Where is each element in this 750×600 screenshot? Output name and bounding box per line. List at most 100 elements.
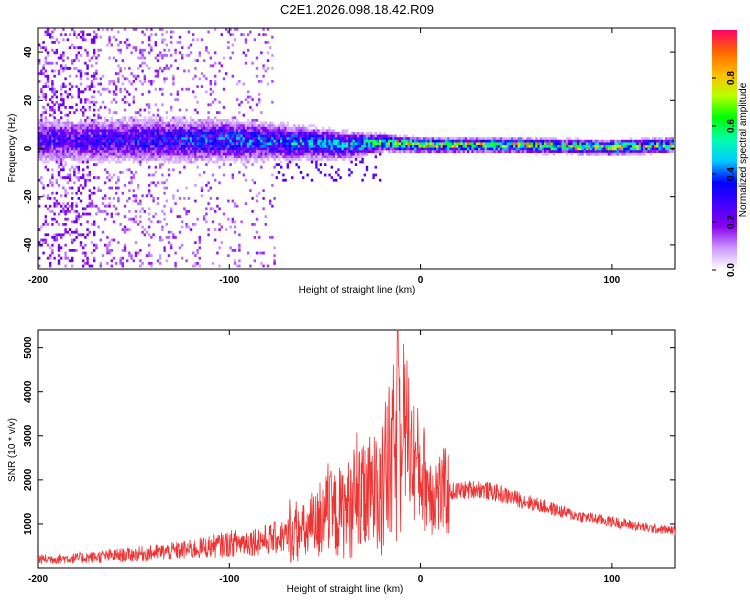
spectrogram-cell (559, 150, 562, 153)
spectrogram-cell (95, 35, 98, 39)
spectrogram-cell (330, 137, 333, 140)
spectrogram-cell (172, 80, 175, 83)
spectrogram-cell (572, 147, 575, 151)
spectrogram-cell (110, 264, 113, 268)
spectrogram-cell (205, 207, 208, 211)
spectrogram-cell (255, 158, 259, 161)
spectrogram-cell (117, 158, 120, 161)
spectrogram-cell (390, 150, 393, 153)
spectrogram-cell (403, 137, 406, 140)
spectrogram-cell (68, 142, 72, 146)
spectrogram-cell (62, 28, 65, 31)
spectrogram-cell (154, 74, 157, 78)
spectrogram-cell (64, 33, 67, 36)
spectrogram-cell (123, 28, 127, 31)
spectrogram-cell (310, 124, 314, 127)
spectrogram-cell (225, 155, 228, 159)
spectrogram-cell (220, 147, 223, 151)
spectrogram-cell (42, 64, 45, 68)
spectrogram-cell (266, 155, 270, 159)
spectrogram-cell (57, 129, 61, 133)
spectrogram-cell (42, 95, 45, 99)
spectrogram-cell (638, 145, 641, 148)
spectrogram-cell (381, 142, 384, 146)
spectrogram-cell (198, 236, 201, 239)
spectrogram-cell (161, 33, 164, 36)
spectrogram-cell (126, 126, 129, 130)
spectrogram-cell (207, 132, 210, 135)
spectrogram-cell (68, 129, 72, 133)
spectrogram-cell (581, 152, 584, 156)
spectrogram-cell (385, 142, 388, 146)
spectrogram-cell (310, 150, 314, 153)
spectrogram-cell (233, 225, 237, 229)
spectrogram-cell (332, 132, 336, 135)
spectrogram-cell (414, 137, 417, 140)
spectrogram-cell (464, 150, 468, 153)
spectrogram-cell (244, 137, 248, 140)
spectrogram-cell (552, 145, 556, 148)
spectrogram-cell (110, 116, 113, 120)
spectrogram-cell (328, 142, 331, 146)
spectrogram-cell (478, 145, 481, 148)
spectrogram-cell (577, 145, 580, 148)
spectrogram-cell (112, 158, 116, 161)
spectrogram-cell (231, 150, 234, 153)
spectrogram-cell (401, 147, 404, 151)
spectrogram-cell (222, 106, 226, 109)
spectrogram-cell (229, 142, 232, 146)
spectrogram-cell (247, 145, 250, 148)
spectrogram-cell (240, 132, 243, 135)
spectrogram-cell (390, 134, 393, 138)
spectrogram-cell (60, 233, 63, 237)
spectrogram-cell (93, 108, 96, 112)
spectrogram-cell (64, 113, 67, 117)
spectrogram-cell (209, 152, 212, 156)
spectrogram-cell (128, 119, 131, 122)
spectrogram-cell (277, 171, 281, 174)
spectrogram-cell (211, 64, 215, 68)
spectrogram-cell (271, 124, 274, 127)
spectrogram-cell (588, 147, 591, 151)
spectrogram-cell (258, 150, 261, 153)
spectrogram-cell (372, 142, 375, 146)
spectrogram-cell (115, 87, 118, 91)
spectrogram-cell (563, 150, 567, 153)
spectrogram-cell (79, 158, 83, 161)
spectrogram-cell (313, 150, 316, 153)
spectrogram-cell (361, 147, 364, 151)
spectrogram-cell (192, 251, 195, 255)
spectrogram-cell (401, 139, 404, 143)
spectrogram-cell (84, 98, 87, 101)
spectrogram-cell (60, 98, 63, 101)
spectrogram-cell (119, 160, 122, 164)
spectrogram-cell (299, 142, 303, 146)
spectrogram-cell (295, 134, 298, 138)
spectrogram-cell (51, 121, 54, 125)
spectrogram-cell (130, 254, 133, 257)
spectrogram-cell (119, 69, 122, 73)
spectrogram-cell (115, 100, 118, 104)
colorbar: 0.00.20.40.60.8 Normalized spectral ampl… (712, 30, 749, 277)
spectrogram-cell (134, 119, 138, 122)
spectrogram-cell (104, 155, 107, 159)
spectrogram-cell (544, 152, 547, 156)
spectrogram-cell (132, 116, 135, 120)
spectrogram-cell (66, 142, 69, 146)
spectrogram-cell (117, 30, 120, 34)
spectrogram-cell (185, 139, 188, 143)
spectrogram-cell (539, 139, 542, 143)
spectrogram-cell (77, 129, 80, 133)
spectrogram-cell (141, 230, 144, 234)
spectrogram-cell (198, 124, 201, 127)
spectrogram-cell (123, 243, 127, 247)
spectrogram-cell (588, 152, 591, 156)
spectrogram-cell (315, 126, 318, 130)
spectrogram-cell (456, 145, 459, 148)
spectrogram-cell (282, 152, 285, 156)
spectrogram-cell (295, 155, 298, 159)
spectrogram-cell (82, 207, 85, 211)
spectrogram-cell (513, 150, 516, 153)
spectrogram-cell (207, 145, 210, 148)
spectrogram-cell (60, 129, 63, 133)
